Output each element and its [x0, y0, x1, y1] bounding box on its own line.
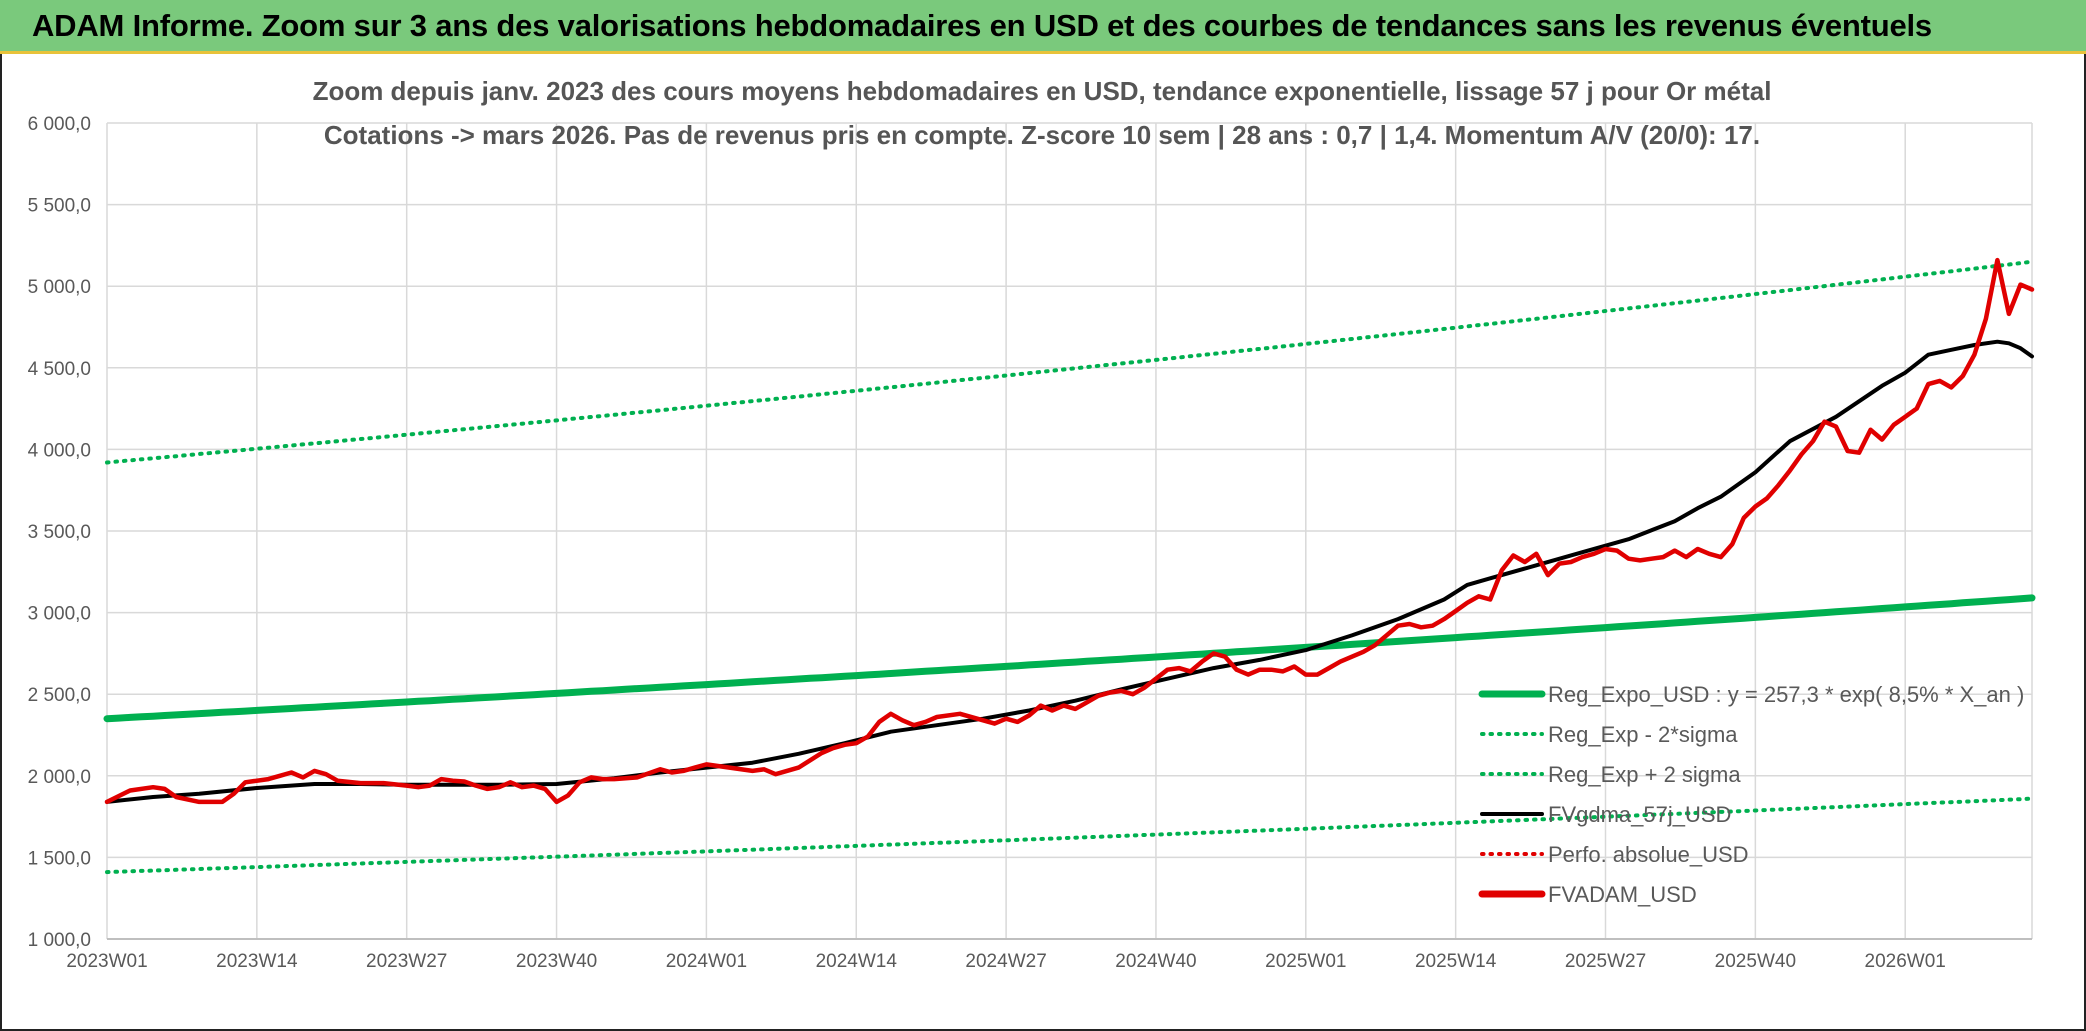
series-line-fvadam	[104, 257, 2035, 805]
y-tick-label: 4 500,0	[28, 359, 91, 380]
y-tick-label: 4 000,0	[28, 440, 91, 461]
grid-lines	[106, 122, 2033, 940]
x-tick-label: 2025W27	[1565, 951, 1646, 972]
x-tick-label: 2024W14	[816, 951, 898, 972]
header-banner: ADAM Informe. Zoom sur 3 ans des valoris…	[0, 0, 2086, 54]
page-title: ADAM Informe. Zoom sur 3 ans des valoris…	[32, 8, 1932, 43]
series-line-fvgdma	[105, 339, 2034, 804]
legend-label: Reg_Exp - 2*sigma	[1548, 722, 1738, 747]
x-tick-label: 2025W40	[1715, 951, 1796, 972]
y-tick-label: 2 500,0	[28, 685, 91, 706]
y-tick-label: 5 500,0	[28, 196, 91, 217]
x-tick-label: 2023W14	[216, 951, 298, 972]
legend-label: Reg_Expo_USD : y = 257,3 * exp( 8,5% * X…	[1548, 682, 2024, 707]
x-tick-label: 2024W27	[965, 951, 1046, 972]
series-line-reg_minus	[105, 796, 2034, 875]
chart-frame: 1 000,0 1 500,0 2 000,0 2 500,0 3 000,0 3 500…	[0, 54, 2086, 1031]
y-tick-label: 6 000,0	[28, 114, 91, 135]
y-tick-label: 3 500,0	[28, 522, 91, 543]
x-tick-label: 2025W14	[1415, 951, 1497, 972]
x-tick-label: 2023W01	[66, 951, 147, 972]
x-tick-label: 2026W01	[1865, 951, 1946, 972]
series-line-reg_plus	[105, 259, 2034, 465]
x-tick-label: 2024W40	[1115, 951, 1196, 972]
y-tick-label: 1 000,0	[28, 930, 91, 951]
x-axis-ticks: 2023W01 2023W14 2023W27 2023W40 2024W01 2024W…	[66, 951, 1946, 972]
y-tick-label: 1 500,0	[28, 848, 91, 869]
legend-label: FVADAM_USD	[1548, 882, 1697, 907]
line-chart: 1 000,0 1 500,0 2 000,0 2 500,0 3 000,0 3 500…	[28, 76, 2036, 972]
x-tick-label: 2023W40	[516, 951, 597, 972]
x-tick-label: 2024W01	[666, 951, 747, 972]
series-line-reg_expo	[103, 594, 2036, 723]
y-axis-ticks: 1 000,0 1 500,0 2 000,0 2 500,0 3 000,0 3 500…	[28, 114, 91, 951]
x-tick-label: 2025W01	[1265, 951, 1346, 972]
y-tick-label: 2 000,0	[28, 767, 91, 788]
x-tick-label: 2023W27	[366, 951, 447, 972]
chart-title-line2: Cotations -> mars 2026. Pas de revenus p…	[324, 120, 1760, 150]
legend-label: FVgdma_57j_USD	[1548, 802, 1731, 827]
chart-legend: Reg_Expo_USD : y = 257,3 * exp( 8,5% * X…	[1478, 682, 2024, 907]
chart-title-line1: Zoom depuis janv. 2023 des cours moyens …	[313, 76, 1772, 106]
legend-label: Reg_Exp + 2 sigma	[1548, 762, 1741, 787]
y-tick-label: 5 000,0	[28, 277, 91, 298]
chart-series	[103, 257, 2036, 875]
y-tick-label: 3 000,0	[28, 604, 91, 625]
legend-label: Perfo. absolue_USD	[1548, 842, 1749, 867]
